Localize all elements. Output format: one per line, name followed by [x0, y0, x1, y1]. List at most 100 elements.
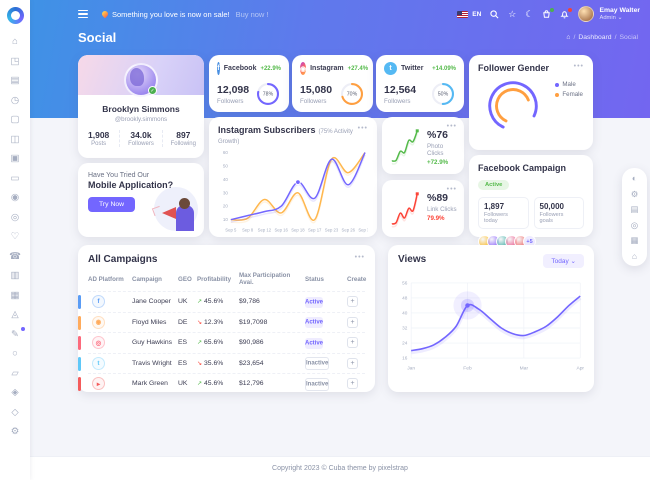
dashboard-icon: ⌂: [12, 36, 18, 47]
follower-gender-card: Follower Gender ••• Male Female: [469, 55, 593, 150]
profitability: ↗ 45.6%: [197, 380, 224, 388]
home-icon[interactable]: ⌂: [566, 34, 571, 41]
create-button[interactable]: +: [347, 357, 358, 369]
user-role: Admin ⌄: [599, 15, 623, 22]
save-icon[interactable]: ▦: [630, 235, 639, 245]
sidebar-item-settings[interactable]: ⚙: [0, 422, 30, 442]
table-row[interactable]: ◎ Guy Hawkins ES ↗ 65.6% $90,986 Active +: [78, 332, 365, 353]
svg-text:60: 60: [223, 150, 229, 155]
breadcrumb-dashboard[interactable]: Dashboard: [578, 34, 612, 41]
settings-icon[interactable]: ⚙: [630, 188, 639, 199]
table-row[interactable]: t Travis Wright ES ↘ 35.6% $23,654 Inactive +: [78, 352, 365, 374]
footer: Copyright 2023 © Cuba theme by pixelstra…: [30, 456, 650, 480]
svg-text:48: 48: [402, 296, 408, 301]
sidebar-item-search[interactable]: ○: [0, 344, 30, 364]
sidebar-item-to-do[interactable]: ✎: [0, 325, 30, 345]
bell-icon[interactable]: [560, 7, 573, 19]
more-menu-icon[interactable]: •••: [357, 125, 368, 132]
user-menu[interactable]: Emay Walter Admin ⌄: [578, 6, 640, 22]
sidebar-item-dashboard[interactable]: ⌂: [0, 32, 30, 52]
status-badge[interactable]: Inactive: [305, 377, 330, 391]
svg-text:10: 10: [223, 217, 229, 222]
status-badge[interactable]: Active: [305, 337, 324, 349]
more-menu-icon[interactable]: •••: [446, 186, 457, 193]
table-row[interactable]: f Jane Cooper UK ↗ 45.6% $9,786 Active +: [78, 291, 365, 312]
megaphone-illustration: [146, 185, 198, 233]
sidebar-item-page-layout[interactable]: ▤: [0, 71, 30, 91]
try-now-button[interactable]: Try Now: [88, 197, 136, 212]
language-label[interactable]: EN: [472, 10, 482, 18]
trend-up-icon: ↗: [197, 299, 203, 306]
sidebar-item-faq[interactable]: ◈: [0, 383, 30, 403]
followers-label: Followers: [300, 97, 327, 105]
table-row[interactable]: ▸ Mark Green UK ↗ 45.6% $12,796 Inactive +: [78, 373, 365, 394]
mobile-app-line2: Mobile Application?: [88, 180, 174, 190]
sidebar-item-ecommerce[interactable]: ▣: [0, 149, 30, 169]
cart-icon[interactable]: [542, 7, 555, 19]
column-header: Campaign: [132, 275, 162, 283]
star-icon[interactable]: ☆: [508, 8, 517, 19]
status-badge[interactable]: Active: [305, 317, 324, 329]
copyright-text: Copyright 2023 © Cuba theme by pixelstra…: [272, 465, 408, 472]
followers-count: 12,564: [384, 83, 417, 96]
twitter-icon: t: [92, 356, 105, 370]
social-app-icon: ◬: [11, 309, 19, 320]
target-icon[interactable]: ◎: [630, 219, 639, 230]
sidebar-item-chat[interactable]: ◉: [0, 188, 30, 208]
create-button[interactable]: +: [347, 296, 358, 308]
row-accent: [78, 377, 81, 391]
more-menu-icon[interactable]: •••: [354, 254, 365, 261]
store-icon[interactable]: ⌂: [631, 250, 638, 261]
sidebar-item-calendar[interactable]: ▦: [0, 286, 30, 306]
link-clicks-card: ••• %89 Link Clicks 79.9%: [382, 180, 464, 237]
column-header: Profitability: [197, 275, 232, 283]
announcement-text: Something you love is now on sale!: [112, 9, 230, 19]
sidebar-item-blog[interactable]: ▱: [0, 364, 30, 384]
sidebar-item-social-app[interactable]: ◬: [0, 305, 30, 325]
followers-count: 12,098: [217, 83, 250, 96]
views-filter-dropdown[interactable]: Today ⌄: [543, 254, 584, 268]
sidebar-item-bookmarks[interactable]: ♡: [0, 227, 30, 247]
link-clicks-value: %89: [427, 192, 449, 204]
svg-text:Sep 12: Sep 12: [258, 228, 272, 233]
sidebar-item-knowledgebase[interactable]: ◇: [0, 403, 30, 423]
sidebar: ⌂ ◳ ▤ ◷ ▢ ◫ ▣ ▭ ◉ ◎ ♡ ☎ ▥ ▦ ◬ ✎ ○ ▱ ◈ ◇ ⚙: [0, 0, 30, 480]
twitter-stat-card: t Twitter +14.09% 12,564 Followers 50%: [376, 55, 464, 112]
sidebar-item-file-manager[interactable]: ▢: [0, 110, 30, 130]
more-menu-icon[interactable]: •••: [446, 123, 457, 130]
page-layout-icon: ▤: [10, 75, 20, 86]
row-accent: [78, 336, 81, 350]
profile-stats: 1,908 Posts 34.0k Followers 897 Following: [78, 130, 204, 147]
sidebar-item-users[interactable]: ◎: [0, 208, 30, 228]
search-icon[interactable]: [490, 9, 499, 19]
more-menu-icon[interactable]: •••: [573, 63, 584, 70]
instagram-subscribers-chart: 10 20 30 40 50 60 Sep 5 Sep 8 Sep 12 Sep 16 Sep 18…: [223, 150, 373, 233]
app-logo-icon[interactable]: [6, 7, 24, 24]
sidebar-item-tasks[interactable]: ▥: [0, 266, 30, 286]
archive-icon[interactable]: ▤: [630, 204, 639, 214]
views-title: Views: [398, 254, 427, 265]
profitability: ↗ 45.6%: [197, 298, 224, 306]
svg-text:16: 16: [402, 356, 408, 361]
sidebar-item-contacts[interactable]: ☎: [0, 247, 30, 267]
table-row[interactable]: ◉ Floyd Miles DE ↘ 12.3% $19,7098 Active +: [78, 311, 365, 333]
create-button[interactable]: +: [347, 316, 358, 328]
sidebar-item-kanban[interactable]: ◫: [0, 130, 30, 150]
create-button[interactable]: +: [347, 378, 358, 390]
sidebar-item-widgets[interactable]: ◳: [0, 52, 30, 72]
campaign-name: Jane Cooper: [132, 298, 171, 306]
status-badge[interactable]: Active: [305, 296, 324, 308]
language-flag-icon[interactable]: [457, 10, 469, 18]
followers-label: Followers: [384, 97, 411, 105]
moon-icon[interactable]: ☾: [525, 8, 534, 19]
profile-avatar[interactable]: ✓: [124, 63, 158, 97]
progress-ring: 78%: [256, 82, 280, 106]
max-participation: $90,986: [239, 339, 264, 347]
create-button[interactable]: +: [347, 337, 358, 349]
sidebar-item-project[interactable]: ◷: [0, 91, 30, 111]
sidebar-item-letter-box[interactable]: ▭: [0, 169, 30, 189]
palette-icon[interactable]: ◐: [631, 173, 638, 183]
announcement-link[interactable]: Buy now !: [235, 9, 269, 19]
status-badge[interactable]: Inactive: [305, 357, 330, 371]
hamburger-menu-icon[interactable]: [78, 10, 88, 18]
